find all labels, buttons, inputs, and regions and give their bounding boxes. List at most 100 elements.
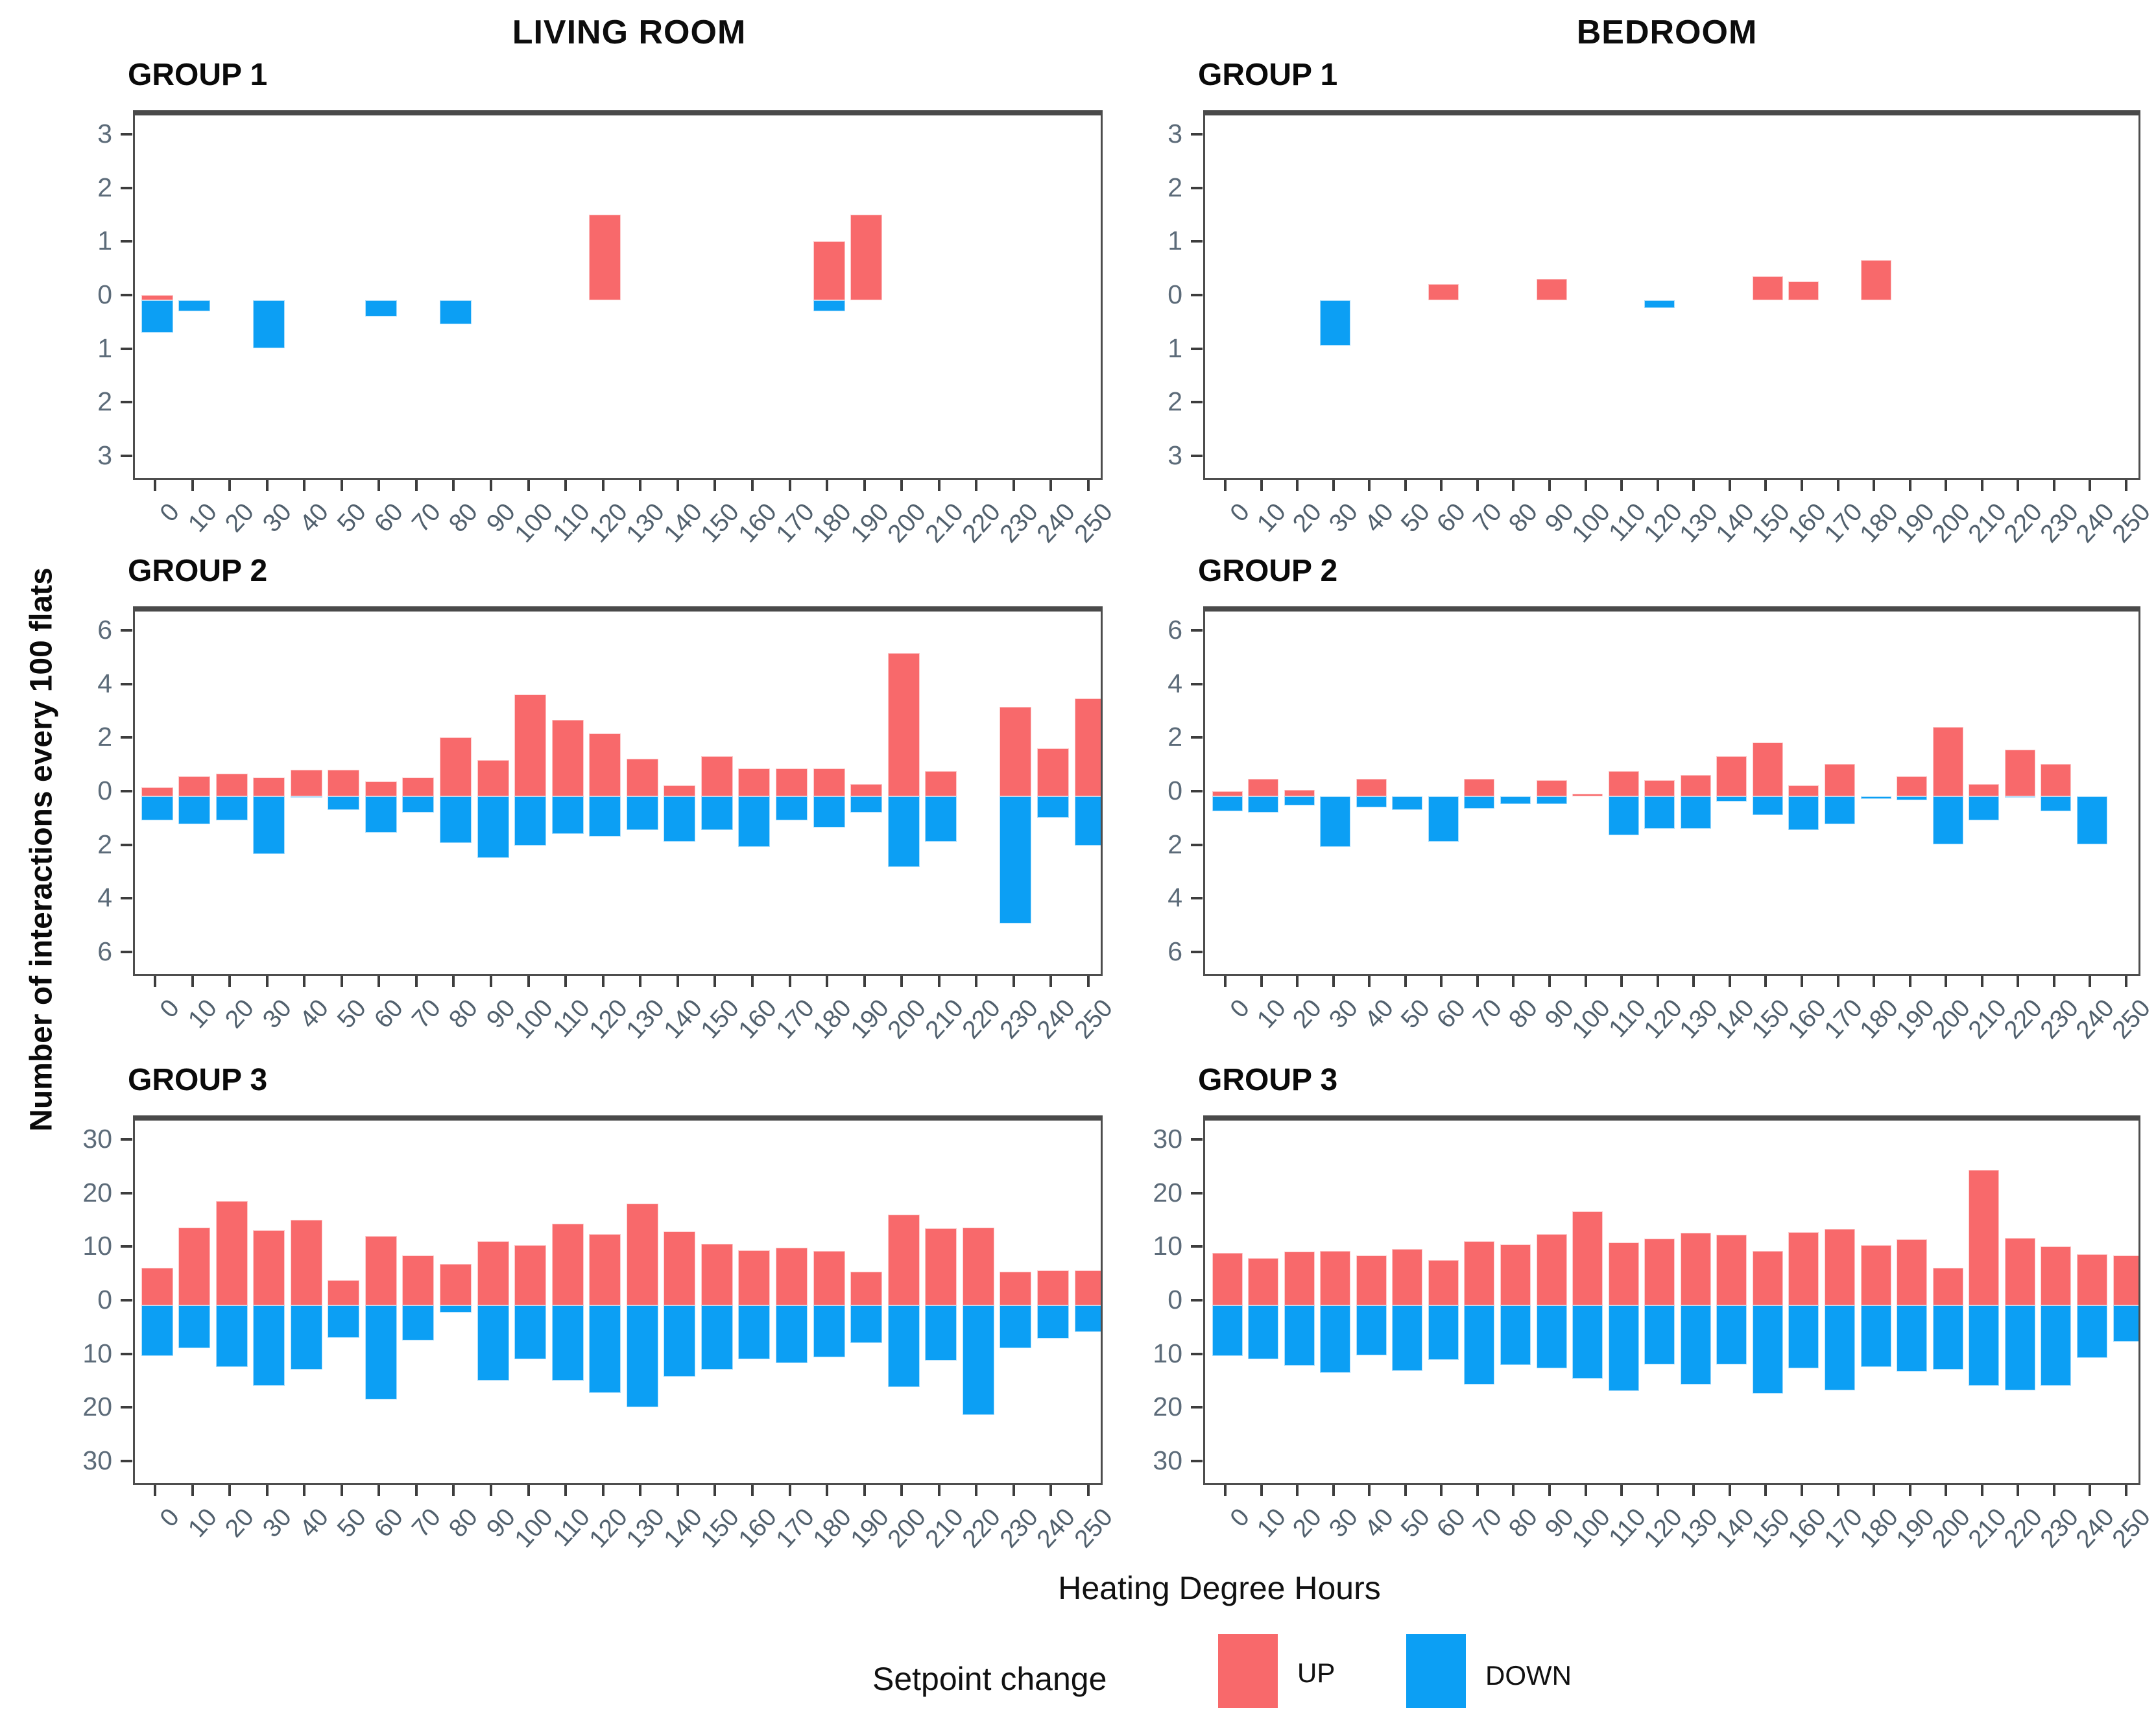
bar-up	[1392, 1249, 1422, 1305]
x-tick	[826, 976, 829, 987]
x-tick	[1332, 976, 1335, 987]
x-tick	[826, 1485, 829, 1496]
bar-up	[552, 1223, 584, 1305]
bar-down	[1644, 796, 1675, 829]
x-tick	[265, 480, 269, 491]
x-tick-label: 250	[2107, 498, 2156, 549]
x-tick-label: 110	[547, 498, 596, 547]
x-tick	[228, 480, 232, 491]
bar-up	[1681, 1233, 1711, 1305]
panel-group-title: GROUP 1	[128, 58, 268, 92]
bar-up	[1284, 789, 1315, 796]
bar-up	[552, 720, 584, 796]
bar-up	[1609, 1242, 1639, 1305]
x-tick	[265, 976, 269, 987]
x-tick	[1440, 976, 1443, 987]
x-tick	[1980, 976, 1983, 987]
bar-down	[1969, 1305, 1999, 1386]
x-tick	[750, 1485, 754, 1496]
x-tick	[1368, 1485, 1371, 1496]
plot-area	[133, 1115, 1103, 1485]
x-tick	[1800, 1485, 1803, 1496]
x-tick	[750, 976, 754, 987]
y-tick-label: 2	[97, 386, 112, 417]
bar-up	[888, 653, 920, 796]
x-tick	[937, 480, 940, 491]
x-tick	[265, 1485, 269, 1496]
bar-down	[365, 300, 397, 316]
y-tick-label: 20	[82, 1177, 112, 1207]
bar-up	[1500, 1244, 1531, 1305]
x-tick	[863, 976, 866, 987]
x-tick	[1836, 480, 1839, 491]
bar-down	[1644, 1305, 1675, 1364]
plot-area	[133, 606, 1103, 976]
x-tick	[1620, 1485, 1623, 1496]
y-tick	[1191, 897, 1203, 900]
bar-down	[1572, 1305, 1603, 1379]
bar-down	[1861, 796, 1891, 800]
bar-down	[1284, 1305, 1315, 1366]
bar-up	[1861, 1244, 1891, 1305]
y-tick	[1191, 1352, 1203, 1355]
bar-up	[1753, 276, 1783, 300]
bar-up	[627, 759, 658, 796]
x-tick	[1836, 1485, 1839, 1496]
y-tick	[121, 1245, 132, 1248]
bar-up	[776, 1247, 808, 1305]
x-tick-label: 50	[331, 994, 372, 1034]
x-tick	[2017, 480, 2020, 491]
x-tick	[527, 1485, 530, 1496]
bar-up	[365, 1235, 397, 1305]
y-tick-label: 0	[1168, 776, 1182, 805]
x-tick	[639, 976, 642, 987]
x-tick	[1548, 480, 1551, 491]
x-tick	[639, 1485, 642, 1496]
bar-down	[216, 796, 248, 821]
bar-down	[514, 1305, 546, 1359]
x-tick	[1945, 1485, 1948, 1496]
bar-up	[1644, 1238, 1675, 1305]
bar-down	[1537, 796, 1567, 805]
x-tick	[900, 480, 904, 491]
x-tick-label: 50	[1395, 1503, 1435, 1543]
panel-bedroom-group-2: GROUP 2 6 4 2 0 2 4 6 0 10 20 30 40 50 60 70 80 90 100 110…	[1168, 554, 2156, 1044]
x-tick	[377, 480, 381, 491]
x-tick-label: 80	[444, 498, 484, 538]
x-tick	[1728, 480, 1731, 491]
bar-up	[1037, 1270, 1069, 1305]
x-tick	[713, 480, 717, 491]
x-tick	[975, 1485, 978, 1496]
bar-down	[776, 796, 808, 821]
x-tick	[1512, 976, 1515, 987]
bar-down	[776, 1305, 808, 1364]
bar-up	[1681, 774, 1711, 796]
bar-up	[589, 214, 621, 300]
bar-down	[1825, 1305, 1855, 1391]
y-tick-label: 0	[1168, 279, 1182, 309]
x-tick	[228, 976, 232, 987]
bar-up	[1212, 1253, 1243, 1305]
bar-up	[253, 778, 285, 796]
bar-down	[925, 1305, 957, 1361]
y-tick	[121, 294, 132, 296]
y-tick	[121, 1299, 132, 1302]
bar-down	[1000, 796, 1031, 924]
x-tick	[1049, 976, 1053, 987]
bar-up	[514, 1245, 546, 1305]
x-tick	[1087, 1485, 1090, 1496]
bar-up	[1464, 779, 1494, 796]
x-tick-label: 50	[1395, 498, 1435, 538]
y-tick	[121, 240, 132, 243]
bar-down	[1464, 1305, 1494, 1385]
y-tick	[121, 401, 132, 404]
bar-down	[627, 1305, 658, 1407]
bar-up	[253, 1230, 285, 1305]
y-tick-label: 4	[97, 668, 112, 698]
x-tick	[1296, 976, 1299, 987]
y-tick	[121, 186, 132, 189]
x-tick	[1332, 1485, 1335, 1496]
x-tick-label: 0	[1225, 498, 1255, 527]
bar-down	[701, 1305, 733, 1370]
x-tick	[1440, 480, 1443, 491]
